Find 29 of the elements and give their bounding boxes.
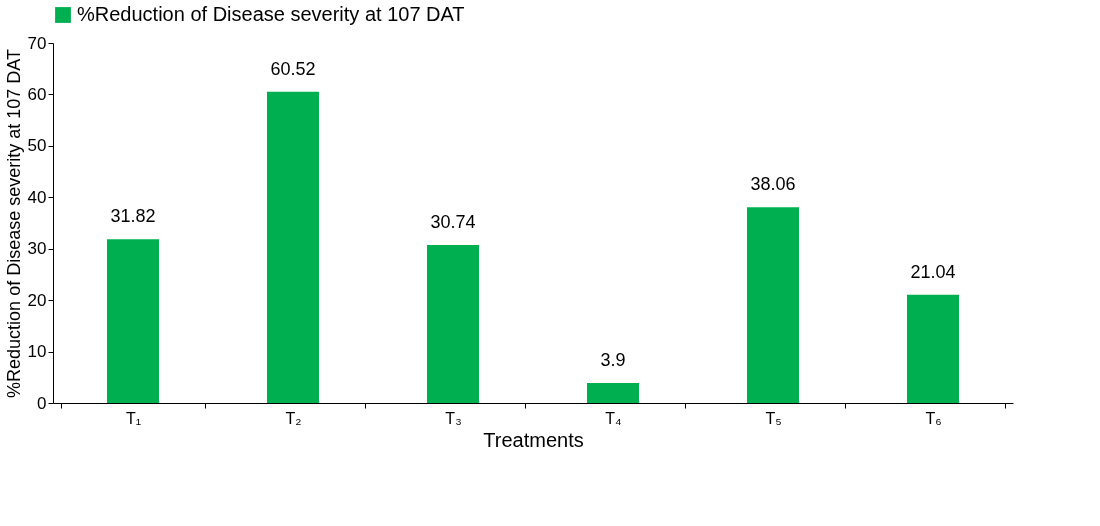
- data-label: 21.04: [910, 261, 956, 282]
- y-tick-label: 60: [27, 84, 47, 104]
- y-tick-label: 70: [27, 33, 47, 53]
- y-tick-label: 40: [27, 187, 47, 207]
- bar: [587, 382, 639, 403]
- bar: [107, 239, 159, 403]
- x-tick-label: T₅: [765, 409, 782, 427]
- bar: [747, 207, 799, 403]
- x-tick-label: T₄: [605, 409, 622, 427]
- data-label: 31.82: [110, 206, 156, 227]
- x-tick-label: T₂: [285, 409, 302, 427]
- data-label: 30.74: [430, 211, 476, 232]
- y-tick-label: 30: [27, 239, 47, 259]
- legend-label: %Reduction of Disease severity at 107 DAT: [77, 3, 465, 25]
- x-tick-label: T₃: [445, 409, 462, 427]
- x-tick-label: T₁: [125, 409, 142, 427]
- y-axis-title: %Reduction of Disease severity at 107 DAT: [3, 49, 24, 398]
- x-tick-label: T₆: [925, 409, 942, 427]
- x-axis-title: Treatments: [483, 428, 584, 451]
- y-tick-label: 50: [27, 136, 47, 156]
- bar: [267, 91, 319, 403]
- bar: [427, 244, 479, 403]
- bar: [907, 294, 959, 403]
- y-tick-label: 0: [37, 393, 47, 413]
- data-label: 3.9: [600, 349, 626, 370]
- data-label: 60.52: [270, 58, 316, 79]
- data-label: 38.06: [750, 174, 796, 195]
- y-tick-label: 20: [27, 290, 47, 310]
- y-tick-label: 10: [27, 342, 47, 362]
